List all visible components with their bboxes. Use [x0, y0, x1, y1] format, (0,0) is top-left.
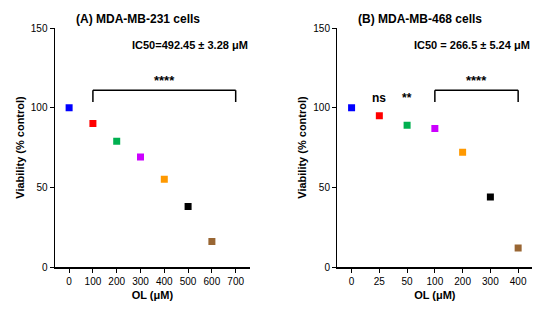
svg-text:50: 50 [36, 182, 48, 193]
svg-text:****: **** [154, 73, 175, 88]
svg-text:50: 50 [319, 182, 331, 193]
svg-text:500: 500 [180, 276, 197, 287]
svg-text:Viability (% control): Viability (% control) [296, 96, 308, 199]
svg-text:300: 300 [132, 276, 149, 287]
svg-text:300: 300 [482, 276, 499, 287]
svg-text:50: 50 [402, 276, 414, 287]
svg-text:**: ** [402, 91, 412, 105]
svg-text:600: 600 [204, 276, 221, 287]
svg-text:(B) MDA-MB-468 cells: (B) MDA-MB-468 cells [358, 12, 482, 26]
svg-text:ns: ns [372, 91, 386, 105]
svg-text:25: 25 [374, 276, 386, 287]
svg-text:Viability (% control): Viability (% control) [14, 96, 26, 199]
svg-text:OL (μM): OL (μM) [414, 289, 456, 301]
svg-text:0: 0 [42, 262, 48, 273]
svg-text:100: 100 [427, 276, 444, 287]
svg-text:200: 200 [454, 276, 471, 287]
svg-text:OL (μM): OL (μM) [132, 289, 174, 301]
svg-text:0: 0 [66, 276, 72, 287]
svg-text:100: 100 [85, 276, 102, 287]
svg-text:0: 0 [324, 262, 330, 273]
svg-text:150: 150 [313, 23, 330, 34]
svg-text:(A) MDA-MB-231 cells: (A) MDA-MB-231 cells [76, 12, 200, 26]
svg-text:400: 400 [156, 276, 173, 287]
svg-text:100: 100 [313, 102, 330, 113]
svg-text:IC50=492.45 ± 3.28 μM: IC50=492.45 ± 3.28 μM [132, 39, 248, 51]
svg-text:400: 400 [510, 276, 527, 287]
svg-text:IC50 = 266.5 ± 5.24 μM: IC50 = 266.5 ± 5.24 μM [414, 39, 530, 51]
svg-text:****: **** [466, 73, 487, 88]
svg-text:700: 700 [227, 276, 244, 287]
svg-text:0: 0 [349, 276, 355, 287]
svg-text:200: 200 [108, 276, 125, 287]
svg-text:150: 150 [31, 23, 48, 34]
svg-text:100: 100 [31, 102, 48, 113]
